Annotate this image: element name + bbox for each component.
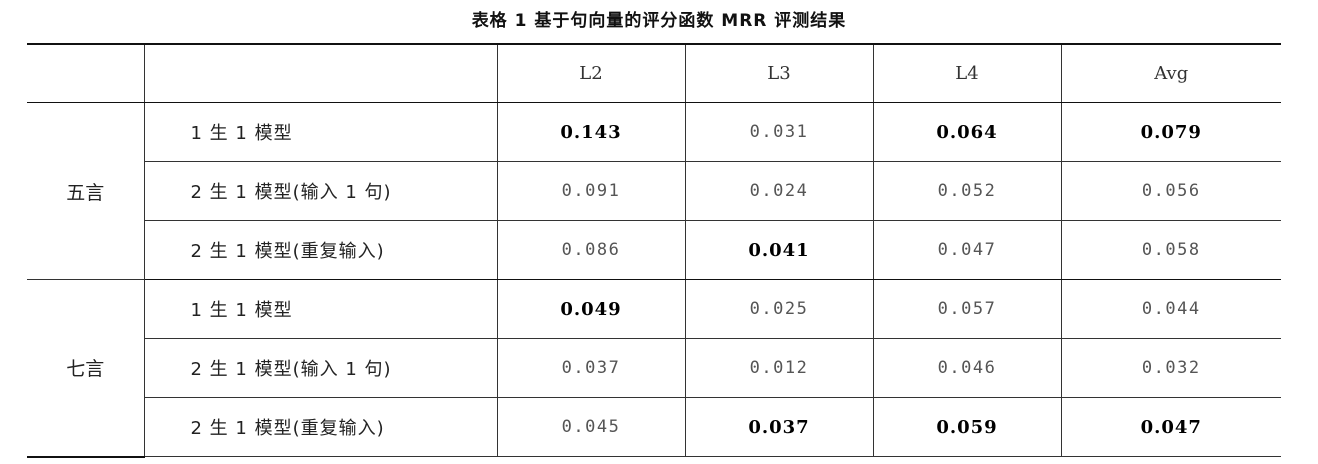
column-header-l2: L2 <box>496 43 685 103</box>
value-cell: 0.091 <box>496 161 685 221</box>
header-row: L2 L3 L4 Avg <box>27 43 1281 103</box>
table-row: 2 生 1 模型(重复输入) 0.045 0.037 0.059 0.047 <box>27 397 1281 457</box>
value-cell: 0.064 <box>872 102 1061 162</box>
value-cell: 0.143 <box>496 102 685 162</box>
value-cell: 0.024 <box>684 161 873 221</box>
value-cell: 0.056 <box>1060 161 1281 221</box>
model-name: 2 生 1 模型(重复输入) <box>143 397 497 457</box>
table-caption: 表格 1 基于句向量的评分函数 MRR 评测结果 <box>471 11 847 31</box>
value-cell: 0.025 <box>684 279 873 339</box>
mrr-results-table: L2 L3 L4 Avg 五言 1 生 1 模型 0.143 0.031 0.0… <box>27 43 1281 458</box>
value-cell: 0.046 <box>872 338 1061 398</box>
value-cell: 0.049 <box>496 279 685 339</box>
value-cell: 0.041 <box>684 220 873 280</box>
table-row: 七言 1 生 1 模型 0.049 0.025 0.057 0.044 <box>27 279 1281 458</box>
column-header-l3: L3 <box>684 43 873 103</box>
value-cell: 0.047 <box>1060 397 1281 457</box>
model-name: 2 生 1 模型(输入 1 句) <box>143 161 497 221</box>
group-label: 七言 <box>27 279 144 458</box>
value-cell: 0.057 <box>872 279 1061 339</box>
value-cell: 0.047 <box>872 220 1061 280</box>
value-cell: 0.052 <box>872 161 1061 221</box>
value-cell: 0.032 <box>1060 338 1281 398</box>
value-cell: 0.058 <box>1060 220 1281 280</box>
model-name: 1 生 1 模型 <box>143 279 497 339</box>
value-cell: 0.044 <box>1060 279 1281 339</box>
table-row: 2 生 1 模型(输入 1 句) 0.091 0.024 0.052 0.056 <box>27 161 1281 221</box>
column-header-avg: Avg <box>1060 43 1281 103</box>
value-cell: 0.031 <box>684 102 873 162</box>
group-label: 五言 <box>27 102 144 280</box>
value-cell: 0.045 <box>496 397 685 457</box>
table-row: 2 生 1 模型(重复输入) 0.086 0.041 0.047 0.058 <box>27 220 1281 280</box>
column-header-l4: L4 <box>872 43 1061 103</box>
model-name: 2 生 1 模型(输入 1 句) <box>143 338 497 398</box>
value-cell: 0.079 <box>1060 102 1281 162</box>
model-name: 2 生 1 模型(重复输入) <box>143 220 497 280</box>
value-cell: 0.059 <box>872 397 1061 457</box>
table-row: 2 生 1 模型(输入 1 句) 0.037 0.012 0.046 0.032 <box>27 338 1281 398</box>
table-row: 五言 1 生 1 模型 0.143 0.031 0.064 0.079 <box>27 102 1281 280</box>
value-cell: 0.086 <box>496 220 685 280</box>
corner-cell <box>27 43 144 103</box>
model-header-cell <box>143 43 497 103</box>
value-cell: 0.012 <box>684 338 873 398</box>
model-name: 1 生 1 模型 <box>143 102 497 162</box>
value-cell: 0.037 <box>684 397 873 457</box>
value-cell: 0.037 <box>496 338 685 398</box>
